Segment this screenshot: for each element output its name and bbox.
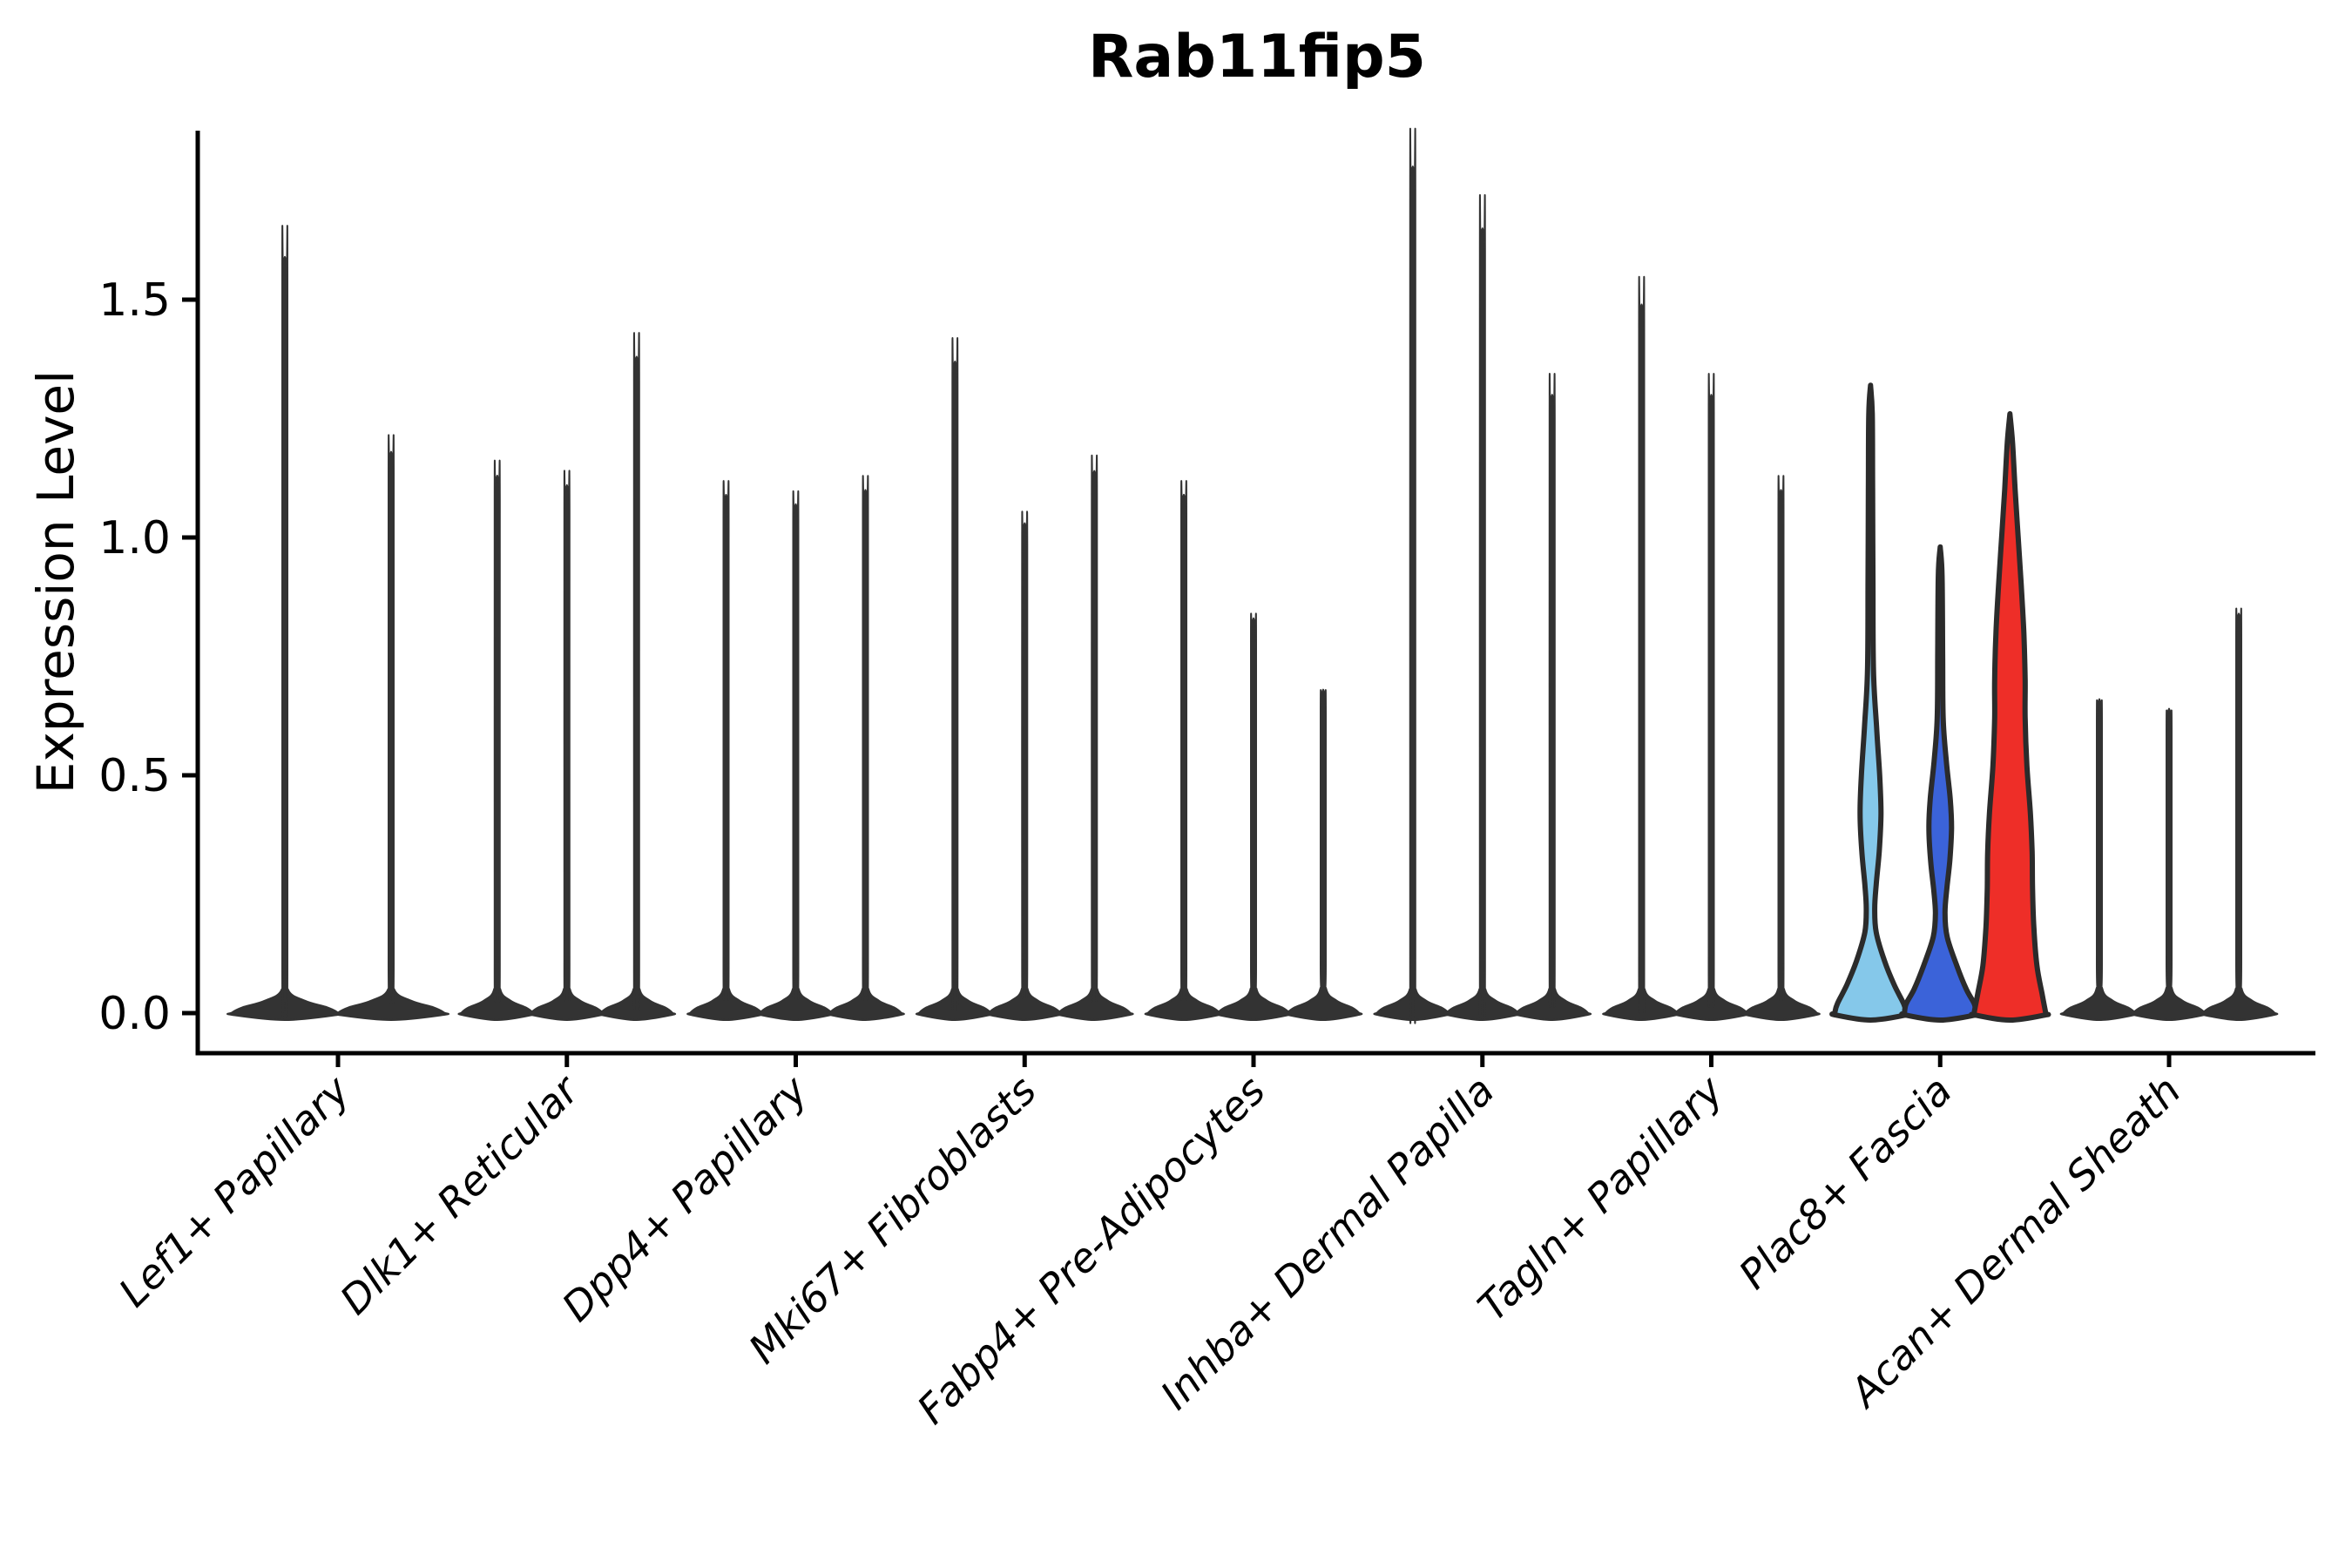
violin — [1512, 373, 1592, 1021]
violin — [2059, 698, 2139, 1021]
violin — [2199, 607, 2279, 1021]
violin-group-2: Dlk1+ Reticular — [331, 332, 677, 1323]
category-label: Dlk1+ Reticular — [331, 1064, 590, 1323]
violin — [457, 459, 537, 1021]
highlighted-violin — [1969, 411, 2051, 1023]
highlighted-violin — [1829, 382, 1912, 1023]
y-tick-label: 1.0 — [98, 512, 171, 564]
category-label: Tagln+ Papillary — [1469, 1066, 1733, 1330]
violin — [1213, 612, 1294, 1021]
category-label: Plac8+ Fascia — [1730, 1067, 1961, 1298]
violin — [686, 480, 766, 1021]
violin — [1283, 688, 1363, 1021]
violin — [915, 337, 995, 1021]
violin — [2129, 707, 2209, 1021]
violin — [1054, 454, 1134, 1021]
violin-group-3: Dpp4+ Papillary — [553, 475, 905, 1330]
violin-group-6: Inhba+ Dermal Papilla — [1152, 127, 1592, 1418]
y-axis: 0.0 0.5 1.0 1.5 — [98, 274, 198, 1040]
y-tick-label: 1.5 — [98, 274, 171, 327]
violin — [756, 490, 835, 1021]
violin — [826, 475, 905, 1021]
violin — [1144, 480, 1224, 1021]
violin — [597, 332, 677, 1021]
violin — [226, 225, 344, 1021]
category-label: Lef1+ Papillary — [110, 1066, 359, 1315]
chart-title: Rab11fip5 — [1088, 23, 1426, 91]
violin — [527, 470, 607, 1021]
violin — [1672, 373, 1751, 1021]
category-label: Dpp4+ Papillary — [553, 1066, 817, 1330]
violin — [1741, 475, 1821, 1021]
violin — [332, 434, 450, 1021]
violin-group-7: Tagln+ Papillary — [1469, 275, 1821, 1330]
violin — [1443, 193, 1523, 1021]
violin — [984, 510, 1064, 1021]
highlighted-violin — [1899, 544, 1982, 1023]
y-tick-label: 0.0 — [98, 988, 171, 1040]
violin — [1602, 275, 1681, 1021]
y-tick-label: 0.5 — [98, 750, 171, 802]
violin — [1373, 127, 1453, 1024]
